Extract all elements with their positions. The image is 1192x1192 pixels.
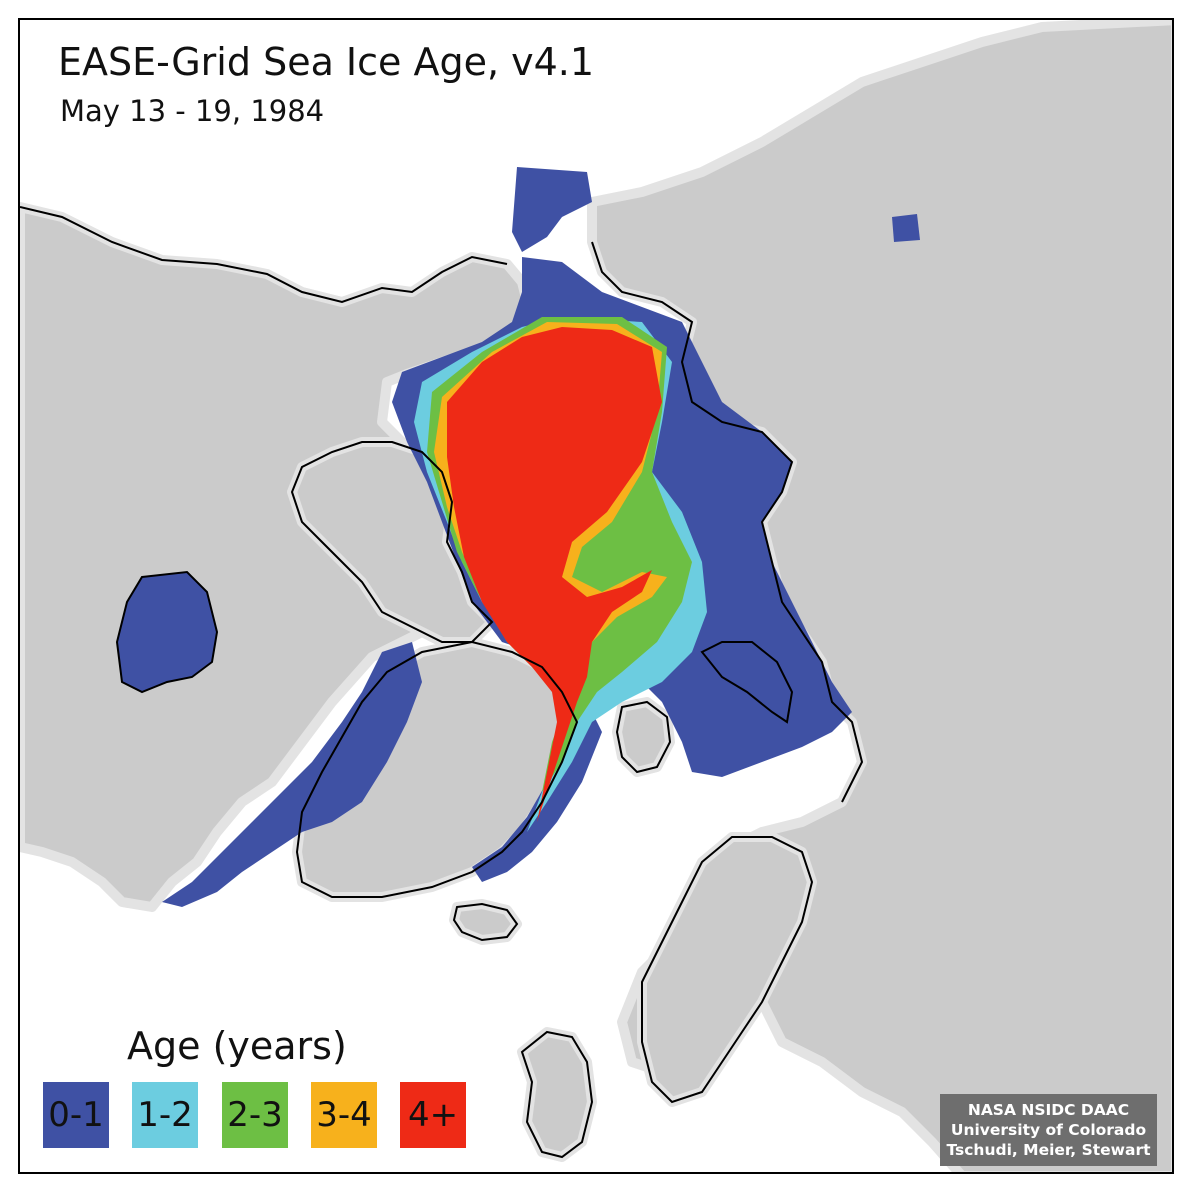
sea-ice-map [20, 20, 1172, 1172]
credit-line-2: University of Colorado [950, 1121, 1147, 1139]
legend-swatch-0-1: 0-1 [43, 1082, 109, 1148]
legend-swatch-4-plus: 4+ [400, 1082, 466, 1148]
alaska-canada-coastline [20, 206, 508, 304]
ice-age-4plus-core [447, 327, 662, 822]
greenland-coastline [295, 640, 579, 898]
credit-box: NASA NSIDC DAAC University of Colorado T… [940, 1094, 1157, 1166]
svalbard-coastline [615, 700, 672, 774]
legend-swatch-3-4: 3-4 [311, 1082, 377, 1148]
legend-title: Age (years) [127, 1024, 347, 1068]
novaya-zemlya-coastline [700, 641, 794, 724]
map-date-range: May 13 - 19, 1984 [60, 94, 325, 128]
ice-okhotsk [892, 214, 920, 242]
ice-hudson-bay [117, 572, 217, 692]
ice-bering [512, 167, 592, 252]
map-title: EASE-Grid Sea Ice Age, v4.1 [58, 40, 595, 84]
ice-baffin-bay [162, 642, 422, 907]
iceland-coastline [452, 902, 519, 942]
british-isles-coastline [520, 1030, 594, 1159]
siberia-coastline [591, 241, 864, 803]
ice-layer [117, 167, 920, 907]
credit-line-3: Tschudi, Meier, Stewart [946, 1141, 1151, 1159]
legend-swatch-1-2: 1-2 [132, 1082, 198, 1148]
credit-line-1: NASA NSIDC DAAC [967, 1101, 1130, 1119]
scandinavia-coastline [641, 836, 814, 1104]
legend-swatch-2-3: 2-3 [222, 1082, 288, 1148]
coastline-layer [20, 206, 864, 1159]
land-layer [20, 20, 1172, 1172]
map-frame [18, 18, 1174, 1174]
british-isles-land [517, 1027, 597, 1162]
hudson-bay-coastline [115, 570, 219, 694]
archipelago-coastline [290, 441, 494, 643]
